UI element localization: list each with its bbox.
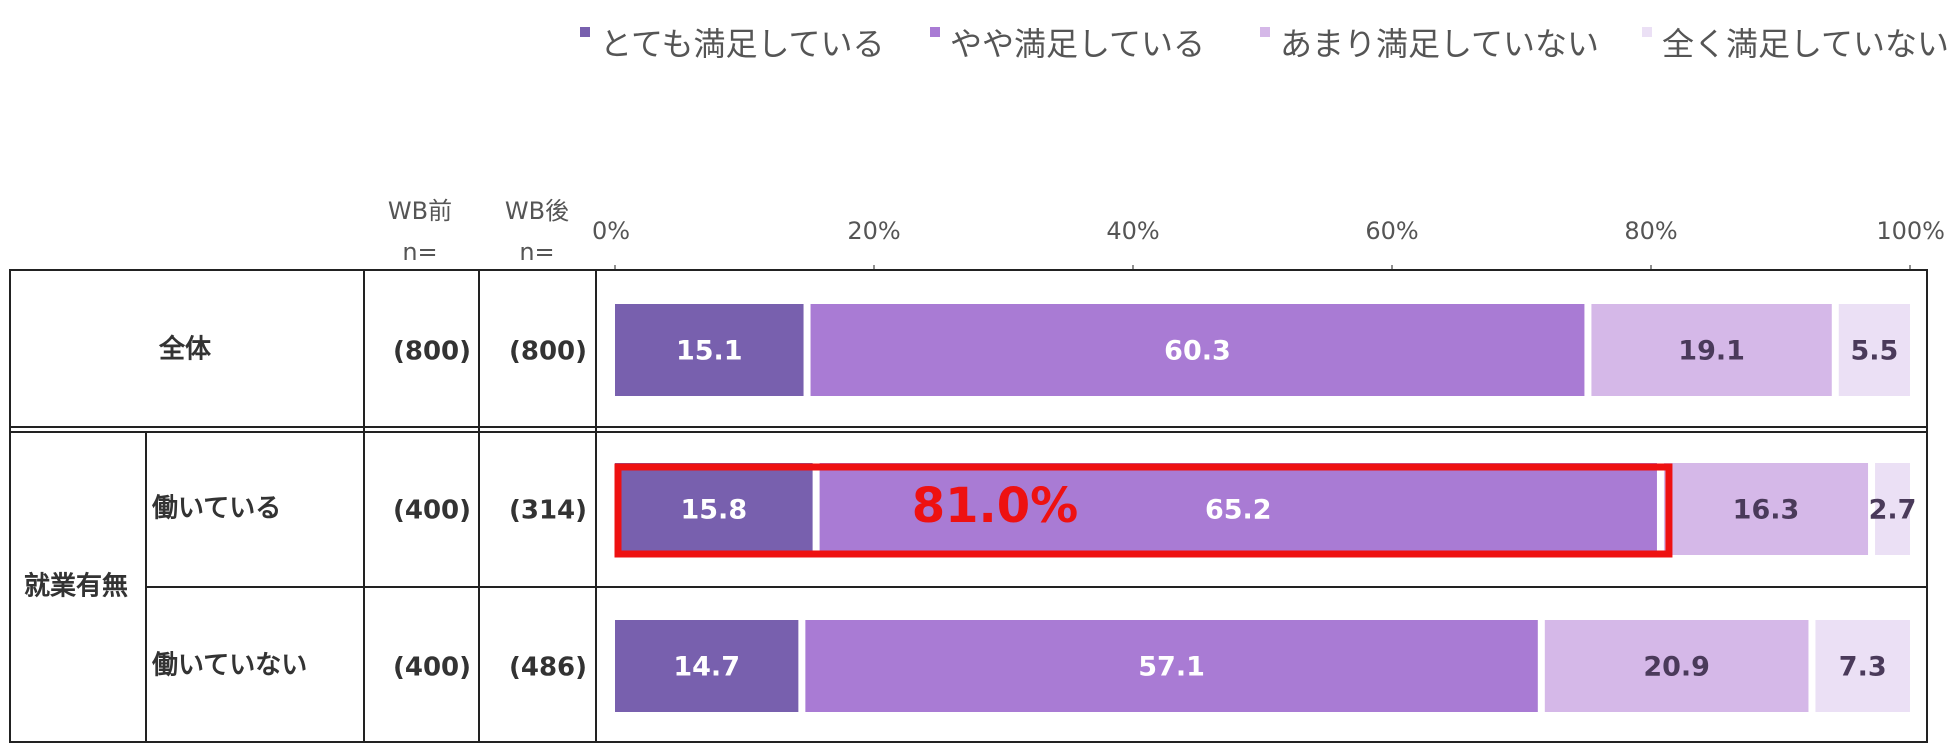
wb-after-header: WB後: [505, 197, 569, 225]
data-label: 7.3: [1839, 652, 1887, 683]
bar-segment: [1591, 304, 1832, 396]
x-tick-label: 100%: [1876, 217, 1945, 245]
bar-segment: [1544, 620, 1809, 712]
x-tick-label: 80%: [1624, 217, 1677, 245]
highlight-box: [614, 463, 1673, 558]
bar-segment: [1838, 304, 1910, 396]
data-label: 15.8: [680, 495, 747, 526]
bar-segment: [1875, 463, 1910, 555]
n-after-value: (314): [509, 496, 587, 526]
wb-before-n-header: n=: [402, 238, 437, 266]
legend-swatch: [930, 27, 940, 37]
legend-label: とても満足している: [600, 25, 884, 63]
data-label: 2.7: [1869, 495, 1917, 526]
legend-label: あまり満足していない: [1280, 25, 1599, 63]
bar-segment: [819, 463, 1657, 555]
data-label: 19.1: [1678, 336, 1745, 367]
bar-segment: [615, 463, 813, 555]
row-label: 働いている: [151, 494, 281, 524]
x-tick-label: 20%: [847, 217, 900, 245]
x-tick-label: 60%: [1365, 217, 1418, 245]
legend-swatch: [1642, 27, 1652, 37]
bar-segment: [615, 620, 799, 712]
n-before-value: (400): [393, 653, 471, 683]
n-after-value: (800): [509, 337, 587, 367]
legend-swatch: [580, 27, 590, 37]
bar-segment: [1815, 620, 1910, 712]
n-before-value: (400): [393, 496, 471, 526]
data-label: 16.3: [1733, 495, 1800, 526]
data-label: 14.7: [673, 652, 740, 683]
bar-segment: [810, 304, 1585, 396]
data-label: 15.1: [676, 336, 743, 367]
wb-before-header: WB前: [388, 197, 452, 225]
row-label: 全体: [158, 334, 212, 365]
group-label: 就業有無: [24, 572, 128, 602]
data-label: 57.1: [1138, 652, 1205, 683]
x-tick-label: 0%: [592, 217, 630, 245]
data-label: 60.3: [1164, 336, 1231, 367]
x-tick-label: 40%: [1106, 217, 1159, 245]
bar-segment: [1663, 463, 1869, 555]
data-label: 20.9: [1643, 652, 1710, 683]
row-label: 働いていない: [151, 651, 307, 681]
table-frame: [9, 269, 1928, 743]
bar-segment: [805, 620, 1538, 712]
legend-swatch: [1260, 27, 1270, 37]
legend-label: やや満足している: [950, 25, 1205, 63]
highlight-callout: 81.0%: [912, 478, 1079, 534]
legend-label: 全く満足していない: [1662, 25, 1949, 63]
data-label: 65.2: [1205, 495, 1272, 526]
data-label: 5.5: [1850, 336, 1898, 367]
n-after-value: (486): [509, 653, 587, 683]
wb-after-n-header: n=: [519, 238, 554, 266]
n-before-value: (800): [393, 337, 471, 367]
bar-segment: [615, 304, 804, 396]
